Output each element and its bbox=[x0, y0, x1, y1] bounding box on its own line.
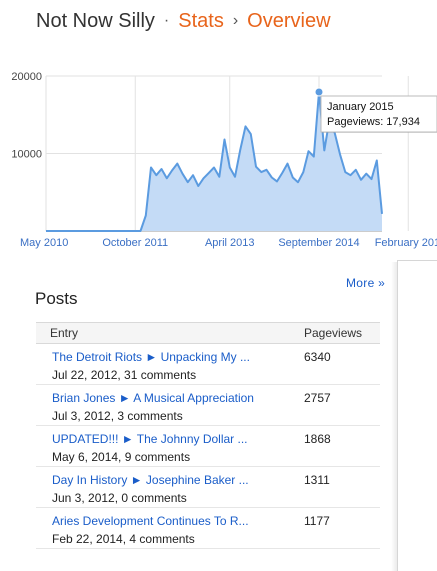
x-tick-label: February 2016 bbox=[375, 237, 437, 249]
post-meta: Jul 3, 2012, 3 comments bbox=[52, 409, 183, 423]
posts-heading: Posts bbox=[35, 289, 78, 308]
pageviews-value: 1177 bbox=[304, 514, 330, 528]
table-row: Aries Development Continues To R... Feb 2… bbox=[36, 508, 380, 549]
column-header-pageviews[interactable]: Pageviews bbox=[304, 326, 363, 340]
post-meta: Jun 3, 2012, 0 comments bbox=[52, 491, 187, 505]
series-area bbox=[46, 92, 382, 231]
table-row: UPDATED!!! ► The Johnny Dollar ... May 6,… bbox=[36, 426, 380, 467]
y-tick-label: 10000 bbox=[11, 149, 42, 161]
pageviews-value: 2757 bbox=[304, 391, 331, 405]
post-meta: Jul 22, 2012, 31 comments bbox=[52, 368, 197, 382]
stats-link[interactable]: Stats bbox=[178, 9, 224, 32]
post-title-link[interactable]: UPDATED!!! ► The Johnny Dollar ... bbox=[52, 432, 248, 446]
post-title-link[interactable]: Aries Development Continues To R... bbox=[52, 514, 249, 528]
x-tick-label: September 2014 bbox=[278, 237, 359, 249]
column-header-entry[interactable]: Entry bbox=[50, 326, 79, 340]
posts-table: Entry Pageviews The Detroit Riots ► Unpa… bbox=[36, 322, 380, 549]
breadcrumb: Not Now Silly · Stats › Overview bbox=[36, 8, 331, 34]
post-title-link[interactable]: Brian Jones ► A Musical Appreciation bbox=[52, 391, 254, 405]
post-meta: Feb 22, 2014, 4 comments bbox=[52, 532, 195, 546]
table-row: The Detroit Riots ► Unpacking My ... Jul … bbox=[36, 344, 380, 385]
blog-title[interactable]: Not Now Silly bbox=[36, 9, 155, 32]
entry-cell: Brian Jones ► A Musical Appreciation Jul … bbox=[52, 390, 292, 424]
table-row: Brian Jones ► A Musical Appreciation Jul … bbox=[36, 385, 380, 426]
table-row: Day In History ► Josephine Baker ... Jun … bbox=[36, 467, 380, 508]
breadcrumb-chevron: › bbox=[232, 12, 239, 29]
entry-cell: Day In History ► Josephine Baker ... Jun … bbox=[52, 472, 292, 506]
pageviews-value: 6340 bbox=[304, 350, 331, 364]
overview-link[interactable]: Overview bbox=[247, 9, 331, 32]
tooltip-box bbox=[320, 95, 437, 133]
tooltip-title: January 2015 bbox=[327, 101, 394, 113]
breadcrumb-separator: · bbox=[163, 12, 170, 29]
pageviews-value: 1311 bbox=[304, 473, 330, 487]
x-tick-label: April 2013 bbox=[205, 237, 255, 249]
side-panel bbox=[397, 260, 437, 571]
post-meta: May 6, 2014, 9 comments bbox=[52, 450, 191, 464]
table-header: Entry Pageviews bbox=[36, 322, 380, 344]
entry-cell: Aries Development Continues To R... Feb 2… bbox=[52, 513, 292, 547]
pageviews-value: 1868 bbox=[304, 432, 331, 446]
post-title-link[interactable]: Day In History ► Josephine Baker ... bbox=[52, 473, 249, 487]
more-posts-link[interactable]: More » bbox=[346, 276, 386, 290]
series-line bbox=[46, 91, 383, 232]
y-tick-label: 20000 bbox=[11, 71, 42, 83]
post-title-link[interactable]: The Detroit Riots ► Unpacking My ... bbox=[52, 350, 250, 364]
entry-cell: UPDATED!!! ► The Johnny Dollar ... May 6,… bbox=[52, 431, 292, 465]
x-tick-label: October 2011 bbox=[102, 237, 168, 249]
pageviews-chart[interactable]: 20000 10000 May 2010 October 2011 April 2013… bbox=[0, 66, 437, 256]
panel-shadow bbox=[391, 262, 397, 571]
x-tick-label: May 2010 bbox=[20, 237, 68, 249]
entry-cell: The Detroit Riots ► Unpacking My ... Jul … bbox=[52, 349, 292, 383]
tooltip-value: Pageviews: 17,934 bbox=[327, 116, 420, 128]
highlight-point[interactable] bbox=[314, 87, 324, 97]
